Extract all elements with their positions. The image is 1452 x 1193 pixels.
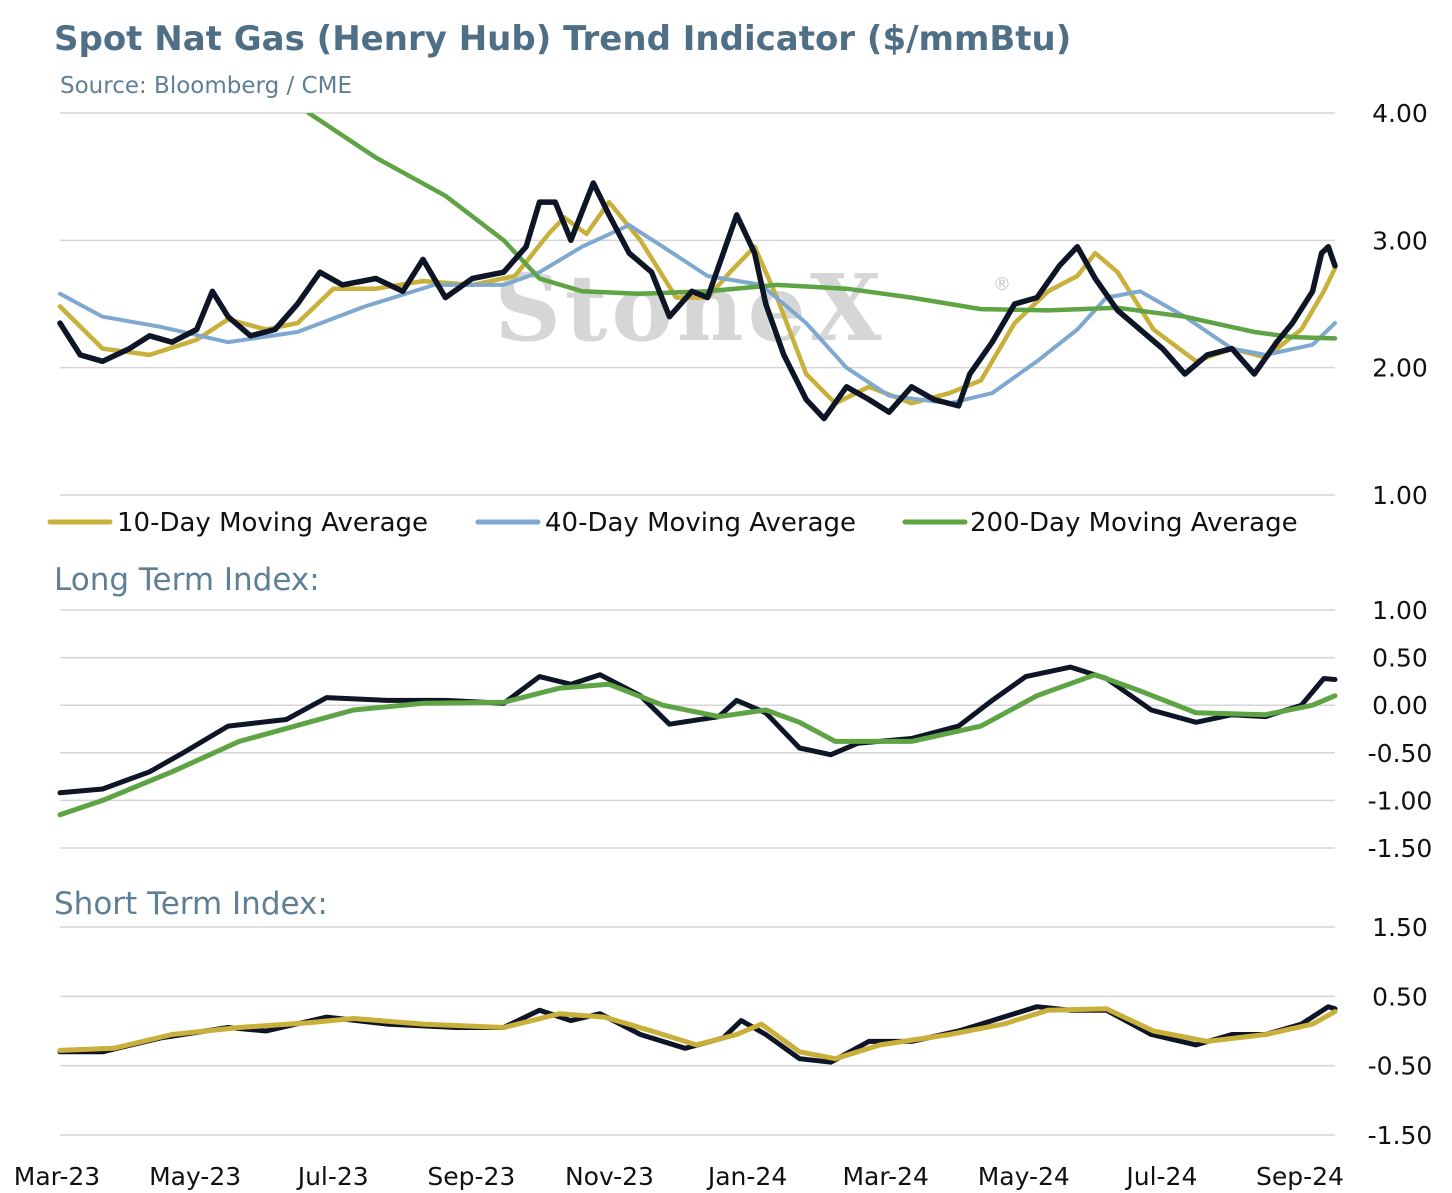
price-series-ma10 (57, 199, 1338, 406)
short-term-index-y-tick-label: 0.50 (1372, 982, 1428, 1011)
price-series-ma200 (306, 113, 1338, 341)
short-term-index-panel: 1.50 0.50 -0.50 -1.50 (57, 913, 1433, 1150)
price-y-tick-label: 3.00 (1372, 226, 1428, 255)
chart-panels: 4.00 3.00 2.00 1.00 1.00 0.50 0.00 -0.50 -1.00 -1… (57, 99, 1433, 1150)
x-tick-label: Sep-23 (427, 1162, 515, 1191)
long-term-index-series-lt-ma200 (57, 672, 1338, 818)
long-term-index-y-tick-label: -1.00 (1368, 786, 1433, 815)
long-term-index-y-tick-label: -0.50 (1368, 739, 1433, 768)
long-term-index-title: Long Term Index: (54, 562, 320, 598)
x-tick-label: Jan-24 (706, 1162, 787, 1191)
long-term-index-y-tick-label: 1.00 (1372, 596, 1428, 625)
legend-label-ma200: 200-Day Moving Average (970, 508, 1298, 538)
legend-label-ma10: 10-Day Moving Average (117, 508, 428, 538)
x-tick-label: Jul-24 (1124, 1162, 1197, 1191)
price-series-price (57, 180, 1338, 422)
x-tick-label: May-24 (978, 1162, 1070, 1191)
short-term-index-y-tick-label: -0.50 (1368, 1052, 1433, 1081)
long-term-index-series-lt-price (57, 664, 1338, 796)
short-term-index-series-st-price (57, 1004, 1338, 1065)
watermark-logo: StoneX (494, 254, 885, 362)
price-y-tick-label: 2.00 (1372, 354, 1428, 383)
legend-label-ma40: 40-Day Moving Average (545, 508, 856, 538)
x-tick-label: Jul-23 (296, 1162, 369, 1191)
price-y-tick-label: 1.00 (1372, 481, 1428, 510)
chart-subtitle: Source: Bloomberg / CME (60, 73, 352, 99)
price-series-ma40 (58, 223, 1337, 406)
long-term-index-panel: 1.00 0.50 0.00 -0.50 -1.00 -1.50 (57, 596, 1433, 863)
x-tick-label: Mar-24 (842, 1162, 928, 1191)
x-tick-label: Sep-24 (1256, 1162, 1344, 1191)
legend: 10-Day Moving Average 40-Day Moving Aver… (47, 508, 1298, 538)
long-term-index-y-tick-label: 0.50 (1372, 644, 1428, 673)
price-y-tick-label: 4.00 (1372, 99, 1428, 128)
short-term-index-y-tick-label: -1.50 (1368, 1121, 1433, 1150)
x-tick-label: Nov-23 (565, 1162, 654, 1191)
x-tick-label: Mar-23 (14, 1162, 100, 1191)
short-term-index-title: Short Term Index: (54, 886, 328, 922)
long-term-index-y-tick-label: -1.50 (1368, 834, 1433, 863)
watermark-registered-mark: ® (993, 274, 1011, 295)
long-term-index-y-tick-label: 0.00 (1372, 691, 1428, 720)
x-tick-label: May-23 (149, 1162, 241, 1191)
x-axis: Mar-23 May-23 Jul-23 Sep-23 Nov-23 Jan-24 Mar-… (14, 1162, 1344, 1191)
short-term-index-y-tick-label: 1.50 (1372, 913, 1428, 942)
chart-title: Spot Nat Gas (Henry Hub) Trend Indicator… (54, 19, 1071, 59)
short-term-index-series-st-ma10 (57, 1006, 1338, 1062)
price-panel: 4.00 3.00 2.00 1.00 (57, 99, 1428, 510)
